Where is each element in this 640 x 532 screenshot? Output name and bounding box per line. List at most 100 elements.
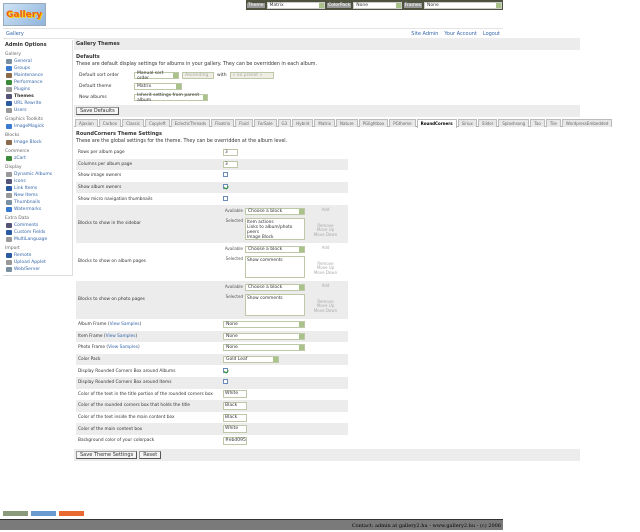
selected-blocks-list[interactable]: Show comments	[245, 293, 305, 316]
theme-select[interactable]: Matrix	[266, 1, 326, 9]
available-blocks-select[interactable]: Choose a block	[245, 245, 305, 253]
tab-tao[interactable]: Tao	[530, 119, 545, 127]
sidebar-item-remote[interactable]: Remote	[6, 252, 72, 259]
sidebar-item-performance[interactable]: Performance	[6, 79, 72, 86]
view-samples-link[interactable]: View Samples	[108, 345, 138, 351]
tab-roundcorners[interactable]: RoundCorners	[416, 119, 457, 128]
move-up-button[interactable]: Move Up	[316, 265, 335, 271]
selected-blocks-list[interactable]: Show comments	[245, 255, 305, 278]
sidebar-item-thumbnails[interactable]: Thumbnails	[6, 199, 72, 206]
tab-pgtheme[interactable]: PGtheme	[389, 119, 416, 127]
sidebar-item-new-items[interactable]: New Items	[6, 192, 72, 199]
photo-frame-select[interactable]: None	[223, 344, 305, 352]
tab-carbon[interactable]: Carbon	[98, 119, 122, 127]
tab-eclecticthreads[interactable]: EclecticThreads	[170, 119, 211, 127]
move-down-button[interactable]: Move Down	[313, 307, 338, 313]
tab-nature[interactable]: Nature	[336, 119, 358, 127]
show-image-owners-checkbox[interactable]	[223, 172, 228, 178]
sidebar-item-link-items[interactable]: Link Items	[6, 185, 72, 192]
view-samples-link[interactable]: View Samples	[109, 322, 140, 328]
tab-fluid[interactable]: Fluid	[235, 119, 253, 127]
sidebar-item-general[interactable]: General	[6, 58, 72, 65]
php-badge[interactable]	[31, 511, 56, 516]
default-theme-select[interactable]: Matrix	[134, 83, 182, 90]
move-down-button[interactable]: Move Down	[313, 269, 338, 275]
view-samples-link[interactable]: View Samples	[105, 333, 136, 339]
color-c2-input[interactable]: Black	[223, 401, 247, 410]
available-blocks-select[interactable]: Choose a block	[245, 283, 305, 291]
selected-block-item[interactable]: Image Block	[247, 234, 274, 240]
move-down-button[interactable]: Move Down	[313, 231, 338, 237]
your-account-link[interactable]: Your Account	[444, 30, 477, 37]
columns-per-page-input[interactable]: 3	[223, 160, 238, 168]
move-up-button[interactable]: Move Up	[316, 303, 335, 309]
colorpack-select[interactable]: None	[353, 1, 402, 9]
sidebar-item-web-server[interactable]: Web/Server	[6, 266, 72, 273]
add-block-button[interactable]: Add	[321, 206, 330, 212]
tab-matrix[interactable]: Matrix	[314, 119, 336, 127]
item-frame-select[interactable]: None	[223, 332, 305, 340]
selected-block-item[interactable]: Links to album/photo peers	[247, 224, 293, 235]
rc-albums-checkbox[interactable]	[223, 367, 228, 373]
sidebar-item-url-rewrite[interactable]: URL Rewrite	[6, 100, 72, 107]
show-album-owners-checkbox[interactable]	[223, 184, 228, 190]
save-defaults-button[interactable]: Save Defaults	[76, 107, 119, 115]
sidebar-item-dynamic-albums[interactable]: Dynamic Albums	[6, 171, 72, 178]
rc-items-checkbox[interactable]	[223, 379, 228, 385]
add-block-button[interactable]: Add	[321, 244, 330, 250]
add-block-button[interactable]: Add	[321, 282, 330, 288]
show-micro-nav-checkbox[interactable]	[223, 195, 228, 201]
tab-ajaxian[interactable]: Ajaxian	[75, 119, 98, 127]
sidebar-item-multilanguage[interactable]: MultiLanguage	[6, 236, 72, 243]
tab-copyleft[interactable]: Copyleft	[145, 119, 170, 127]
sidebar-item-plugins[interactable]: Plugins	[6, 86, 72, 93]
selected-block-item[interactable]: Item actions	[247, 219, 274, 225]
remove-block-button[interactable]: Remove	[317, 298, 334, 304]
remove-block-button[interactable]: Remove	[317, 222, 334, 228]
new-albums-select[interactable]: Inherit settings from parent album	[134, 93, 208, 103]
tab-classic[interactable]: Classic	[122, 119, 145, 127]
color-pack-select[interactable]: Gold Leaf	[223, 356, 279, 364]
move-up-button[interactable]: Move Up	[316, 227, 335, 233]
reset-button[interactable]: Reset	[139, 450, 162, 459]
sidebar-item-groups[interactable]: Groups	[6, 65, 72, 72]
frames-select[interactable]: None	[424, 1, 502, 9]
tab-siriux[interactable]: Siriux	[457, 119, 477, 127]
sidebar-item-themes[interactable]: Themes	[6, 93, 72, 100]
sidebar-item-image-block[interactable]: Image Block	[6, 139, 72, 146]
site-admin-link[interactable]: Site Admin	[411, 30, 439, 37]
logout-link[interactable]: Logout	[482, 30, 500, 37]
sidebar-item-custom-fields[interactable]: Custom Fields	[6, 229, 72, 236]
sidebar-item-zcart[interactable]: zCart	[6, 155, 72, 162]
sort-order-select[interactable]: Manual sort order	[134, 71, 179, 81]
gallery-badge[interactable]	[3, 511, 28, 516]
color-c4-input[interactable]: White	[223, 425, 247, 434]
gallery-logo[interactable]: Gallery	[3, 3, 46, 26]
tab-g3[interactable]: G3	[277, 119, 292, 127]
save-theme-settings-button[interactable]: Save Theme Settings	[76, 450, 138, 459]
selected-block-item[interactable]: Show comments	[247, 257, 283, 263]
available-blocks-select[interactable]: Choose a block	[245, 207, 305, 215]
tab-hybrid[interactable]: Hybrid	[292, 119, 314, 127]
selected-block-item[interactable]: Show comments	[247, 295, 283, 301]
tab-splashsong[interactable]: Splashsong	[498, 119, 530, 127]
tab-floatrix[interactable]: Floatrix	[211, 119, 235, 127]
selected-blocks-list[interactable]: Item actions Links to album/photo peers Im…	[245, 217, 305, 240]
tab-pglightbox[interactable]: PGlightbox	[358, 119, 389, 127]
color-c3-input[interactable]: Black	[223, 413, 247, 422]
sidebar-item-icons[interactable]: Icons	[6, 178, 72, 185]
tab-slider[interactable]: Slider	[477, 119, 498, 127]
sidebar-item-imagemagick[interactable]: ImageMagick	[6, 123, 72, 130]
tab-wordpressembedded[interactable]: WordpressEmbedded	[561, 119, 613, 127]
breadcrumb-gallery[interactable]: Gallery	[6, 30, 24, 37]
color-c1-input[interactable]: White	[223, 390, 247, 399]
sidebar-item-users[interactable]: Users	[6, 107, 72, 114]
rows-per-page-input[interactable]: 3	[223, 149, 238, 157]
tab-tile[interactable]: Tile	[545, 119, 561, 127]
album-frame-select[interactable]: None	[223, 321, 305, 329]
sort-direction-select[interactable]: Ascending	[182, 72, 214, 79]
sidebar-item-maintenance[interactable]: Maintenance	[6, 72, 72, 79]
preset-select[interactable]: « no preset »	[229, 72, 274, 79]
remove-block-button[interactable]: Remove	[317, 260, 334, 266]
sidebar-item-watermarks[interactable]: Watermarks	[6, 206, 72, 213]
